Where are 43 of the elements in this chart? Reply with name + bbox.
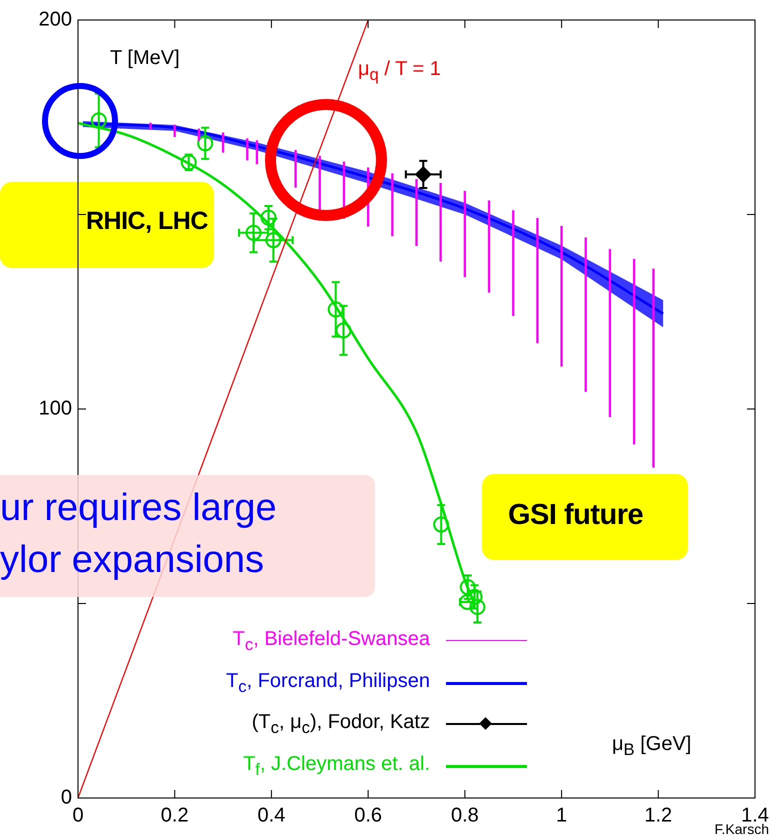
x-tick-label: 1.2 (644, 804, 672, 827)
point (260, 210, 277, 226)
point (335, 322, 352, 338)
bar (391, 173, 394, 236)
legend-label: T$_{c}$, Bielefeld-Swansea (232, 628, 430, 655)
x-axis-title: μ$_{B}$ [GeV] (612, 733, 692, 760)
point (433, 516, 450, 533)
bar (318, 156, 321, 211)
bar (174, 124, 176, 138)
text: F.Karsch (714, 821, 769, 837)
annotation: μ$_{q}$ / T = 1 (358, 58, 441, 85)
bar (584, 238, 587, 392)
x-tick-label: 0.6 (354, 804, 382, 827)
bar (440, 183, 442, 262)
point (460, 579, 476, 596)
bar (246, 138, 248, 160)
legend-label: T$_{f}$, J.Cleymans et. al. (243, 752, 430, 780)
bar (464, 190, 466, 278)
point (265, 232, 282, 248)
legend-label: T$_{c}$, Forcrand, Philipsen (226, 670, 430, 696)
bar (198, 128, 200, 141)
point (90, 112, 107, 128)
point (197, 135, 214, 152)
y-tick-label: 0 (60, 786, 72, 809)
legend-label: (T$_{c}$, μ$_{c}$), Fodor, Katz (252, 711, 430, 738)
point (469, 599, 486, 615)
annotation: RHIC, LHC (86, 207, 208, 236)
y-axis-title: T [MeV] (110, 47, 180, 70)
y-tick-label: 100 (38, 398, 72, 420)
x-tick-label: 0.8 (450, 804, 479, 827)
point (246, 224, 262, 241)
annotation: GSI future (508, 499, 644, 532)
x-tick-label: 0.4 (258, 804, 286, 827)
point (415, 166, 432, 182)
point (180, 154, 197, 170)
y-tick-label: 200 (38, 8, 72, 31)
x-tick-label: 0.2 (160, 804, 189, 827)
point (328, 301, 344, 318)
annotation: ur requires large (0, 487, 277, 530)
note-box: ur requires large ylor expansions (0, 475, 375, 597)
bar (512, 210, 514, 316)
x-tick-label: 1 (556, 804, 568, 827)
annotation: ylor expansions (0, 539, 264, 582)
